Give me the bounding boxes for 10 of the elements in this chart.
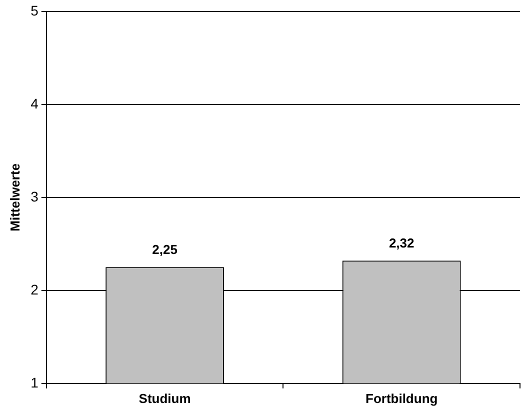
data-label: 2,32: [388, 236, 414, 251]
y-tick-label: 4: [30, 95, 39, 112]
y-tick-label: 5: [30, 2, 39, 18]
y-tick-label: 1: [30, 374, 39, 390]
x-tick-label: Fortbildung: [365, 390, 438, 406]
data-label: 2,25: [152, 242, 178, 258]
y-tick-label: 3: [30, 188, 39, 204]
y-tick-label: 2: [30, 281, 39, 298]
x-tick-label: Studium: [138, 390, 191, 406]
y-axis-title: Mittelwerte: [7, 163, 22, 232]
